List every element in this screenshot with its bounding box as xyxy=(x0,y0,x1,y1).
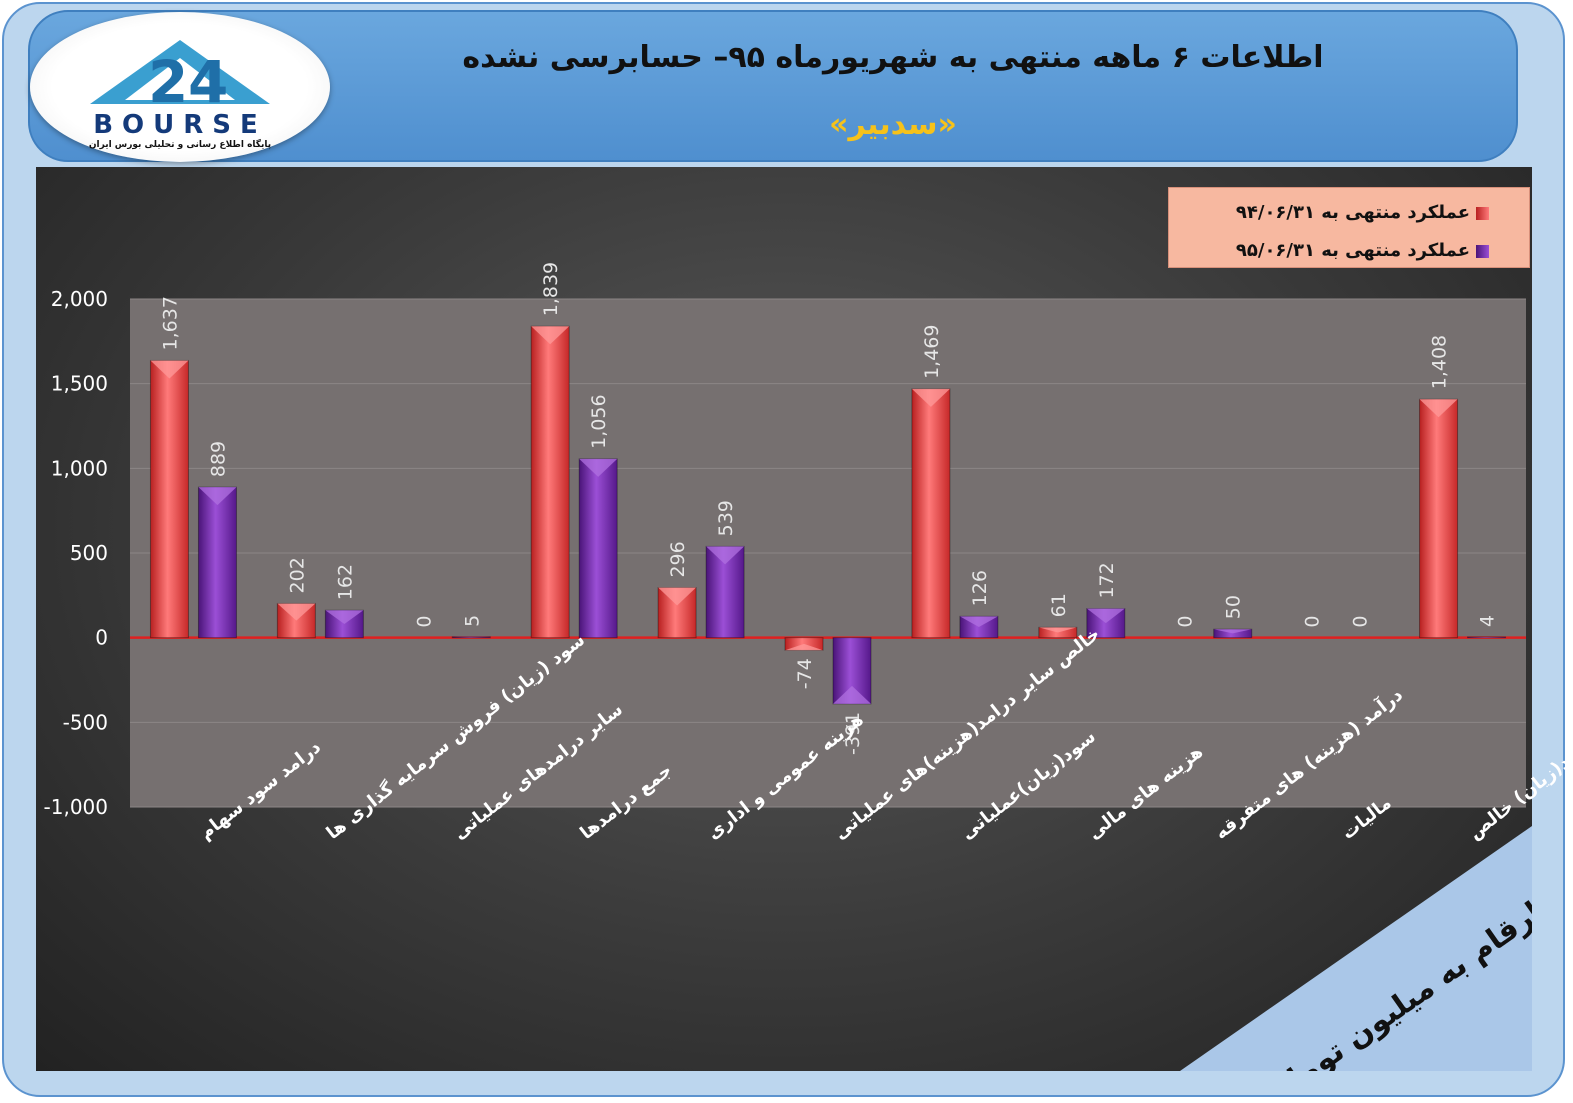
data-label: 539 xyxy=(715,500,737,536)
y-tick-label: -500 xyxy=(63,710,108,734)
page-title: اطلاعات ۶ ماهه منتهی به شهریورماه ۹۵– حس… xyxy=(462,40,1324,75)
logo-text: BOURSE xyxy=(93,110,267,140)
bar-series1 xyxy=(149,359,189,639)
legend-item-series1: عملکرد منتهی به ۹۴/۰۶/۳۱ xyxy=(1236,198,1489,228)
svg-text:4: 4 xyxy=(188,48,228,112)
bar-bevel xyxy=(1086,608,1125,624)
data-label: 0 xyxy=(1302,616,1324,628)
data-label: 0 xyxy=(1350,616,1372,628)
bar-bevel xyxy=(150,360,189,379)
legend-label-series1: عملکرد منتهی به ۹۴/۰۶/۳۱ xyxy=(1235,202,1470,223)
data-label: 162 xyxy=(334,564,356,600)
data-label: 5 xyxy=(461,615,483,627)
bar-bevel xyxy=(911,388,950,407)
y-tick-label: 0 xyxy=(95,626,108,650)
bar-bevel xyxy=(785,643,823,651)
bar-bevel xyxy=(658,587,697,606)
bar-bevel xyxy=(277,603,316,621)
bar-series1 xyxy=(530,325,570,639)
data-label: 50 xyxy=(1223,595,1245,619)
bar-bevel xyxy=(1213,629,1252,634)
bar-series1 xyxy=(1419,398,1459,639)
bar-bevel xyxy=(1038,627,1077,633)
bar-bevel xyxy=(959,616,998,627)
legend-swatch-purple xyxy=(1476,244,1489,258)
bar-bevel xyxy=(706,546,745,565)
bourse-logo: 2 4 BOURSE پایگاه اطلاع رسانی و تحلیلی ب… xyxy=(30,12,330,162)
bar-bevel xyxy=(579,458,618,477)
data-label: 1,839 xyxy=(540,262,562,316)
legend-swatch-red xyxy=(1476,206,1489,220)
data-label: 61 xyxy=(1048,593,1070,617)
bar-series2 xyxy=(578,458,618,639)
data-label: 0 xyxy=(1175,616,1197,628)
data-label: 172 xyxy=(1096,562,1118,598)
data-label: -74 xyxy=(794,658,816,689)
bar-bevel xyxy=(198,487,237,506)
legend-label-series2: عملکرد منتهی به ۹۵/۰۶/۳۱ xyxy=(1235,240,1470,261)
bar-series1 xyxy=(911,388,951,639)
page-subtitle: «سدبیر» xyxy=(829,107,957,142)
data-label: 4 xyxy=(1477,615,1499,627)
units-banner: ارقام به میلیون تومان xyxy=(1180,826,1532,1071)
y-tick-label: 500 xyxy=(70,541,108,565)
logo-mark-icon: 2 4 xyxy=(90,40,270,112)
data-label: 1,469 xyxy=(921,325,943,379)
bar-bevel xyxy=(531,326,570,345)
bar-bevel xyxy=(325,610,364,624)
y-tick-label: 1,500 xyxy=(51,372,108,396)
y-tick-label: -1,000 xyxy=(44,795,108,819)
bar-bevel xyxy=(833,685,871,704)
data-label: 296 xyxy=(667,541,689,577)
data-label: 889 xyxy=(207,441,229,477)
data-label: 1,056 xyxy=(588,394,610,448)
data-label: 1,637 xyxy=(159,296,181,350)
data-label: 126 xyxy=(969,570,991,606)
bar-series2 xyxy=(197,486,237,639)
legend-item-series2: عملکرد منتهی به ۹۵/۰۶/۳۱ xyxy=(1236,236,1489,266)
bar-bevel xyxy=(1419,399,1458,418)
y-tick-label: 1,000 xyxy=(51,456,108,480)
logo-tagline: پایگاه اطلاع رسانی و تحلیلی بورس ایران xyxy=(88,140,272,150)
svg-text:2: 2 xyxy=(148,48,188,112)
data-label: 0 xyxy=(413,616,435,628)
y-tick-label: 2,000 xyxy=(51,287,108,311)
data-label: 202 xyxy=(286,557,308,593)
data-label: -391 xyxy=(842,712,864,755)
data-label: 1,408 xyxy=(1429,335,1451,389)
legend: عملکرد منتهی به ۹۴/۰۶/۳۱ عملکرد منتهی به… xyxy=(1168,187,1530,268)
